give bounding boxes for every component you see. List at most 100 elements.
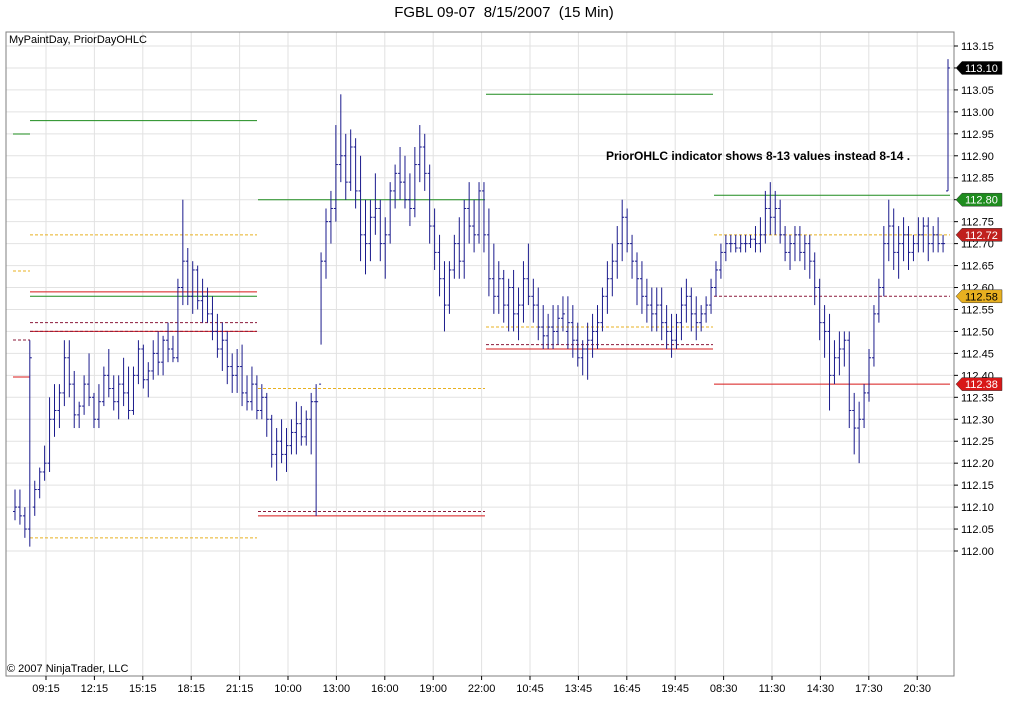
price-bar	[437, 234, 442, 297]
price-bar	[82, 375, 87, 415]
price-bar	[126, 366, 131, 420]
price-bar	[175, 278, 180, 363]
price-bar	[309, 392, 314, 455]
price-bar	[758, 217, 763, 253]
x-tick-label: 19:00	[419, 683, 447, 695]
price-bar	[314, 384, 319, 516]
price-bar	[822, 305, 827, 358]
price-bar	[546, 313, 551, 349]
price-bar	[797, 226, 802, 262]
price-bar	[442, 261, 447, 332]
price-bar	[121, 357, 126, 407]
price-marker-tag	[955, 61, 1003, 75]
price-bar	[180, 199, 185, 306]
price-bar	[427, 164, 432, 244]
price-marker: 112.58	[955, 289, 1003, 303]
price-bar	[684, 278, 689, 323]
x-tick-label: 20:30	[903, 683, 931, 695]
price-bar	[467, 182, 472, 244]
price-bar	[941, 234, 946, 253]
y-tick-label: 112.70	[961, 239, 994, 251]
price-bar	[388, 182, 393, 244]
price-bar	[881, 226, 886, 297]
price-bar	[52, 384, 57, 437]
price-bar	[812, 252, 817, 306]
price-bar	[832, 340, 837, 385]
price-bar	[733, 234, 738, 253]
price-bar	[156, 331, 161, 376]
price-bar	[481, 182, 486, 253]
price-bar	[595, 305, 600, 349]
indicator-label: MyPaintDay, PriorDayOHLC	[9, 34, 147, 46]
price-bar	[807, 234, 812, 279]
price-bar	[526, 243, 531, 306]
price-bar	[77, 401, 82, 429]
price-bar	[106, 349, 111, 398]
price-bar	[32, 480, 37, 516]
price-bar	[417, 125, 422, 183]
price-bar	[101, 366, 106, 407]
price-bar	[13, 489, 17, 521]
price-bar	[166, 322, 171, 363]
y-tick-label: 112.75	[961, 217, 994, 229]
price-bar	[353, 138, 358, 209]
x-tick-label: 21:15	[226, 683, 254, 695]
price-marker: 113.10	[955, 61, 1003, 75]
price-bar	[220, 322, 225, 371]
plot-frame	[5, 31, 955, 677]
price-bar	[590, 313, 595, 358]
x-tick-label: 16:45	[613, 683, 641, 695]
price-bar	[200, 278, 205, 323]
price-bar	[516, 287, 521, 341]
price-marker: 112.80	[955, 192, 1003, 207]
price-bar	[931, 226, 936, 253]
price-bar	[911, 234, 916, 262]
price-bar	[551, 305, 556, 349]
price-bar	[343, 133, 348, 200]
y-tick-label: 112.50	[961, 326, 994, 338]
price-bar	[857, 401, 862, 464]
price-bar	[659, 287, 664, 341]
price-bar	[630, 234, 635, 279]
price-bar	[506, 278, 511, 332]
price-bar	[240, 344, 245, 407]
price-marker-label: 112.72	[965, 230, 998, 242]
x-tick-label: 08:30	[710, 683, 738, 695]
x-tick-label: 12:15	[81, 683, 109, 695]
price-bar	[284, 428, 289, 472]
price-bar	[649, 287, 654, 332]
price-bar	[674, 313, 679, 349]
x-tick-label: 10:00	[274, 683, 302, 695]
price-bar	[62, 340, 67, 407]
price-bar	[457, 217, 462, 279]
price-bar	[472, 199, 477, 253]
price-bar	[921, 217, 926, 253]
price-bar	[279, 419, 284, 464]
price-bar	[17, 489, 22, 525]
price-bar	[886, 199, 891, 262]
price-bar	[718, 243, 723, 279]
price-bar	[713, 261, 718, 297]
price-bar	[694, 296, 699, 341]
y-tick-label: 113.00	[961, 107, 994, 119]
price-bar	[817, 278, 822, 341]
y-tick-label: 112.05	[961, 524, 994, 536]
annotation-text: PriorOHLC indicator shows 8-13 values in…	[606, 149, 910, 163]
price-bar	[269, 414, 274, 468]
price-bar	[368, 199, 373, 262]
price-bar	[42, 445, 47, 481]
price-bar	[27, 340, 32, 547]
price-bar	[669, 313, 674, 358]
price-bar	[210, 296, 215, 341]
price-bar	[852, 392, 857, 455]
price-bar	[195, 265, 200, 310]
price-bar	[728, 234, 733, 253]
x-tick-label: 17:30	[855, 683, 883, 695]
price-bar	[407, 173, 412, 227]
price-markers: 113.10 112.80 112.72 112.58 112.38	[955, 61, 1003, 391]
price-bar	[294, 401, 299, 455]
price-bar	[605, 261, 610, 314]
y-tick-label: 112.20	[961, 458, 994, 470]
price-bar	[773, 190, 778, 235]
